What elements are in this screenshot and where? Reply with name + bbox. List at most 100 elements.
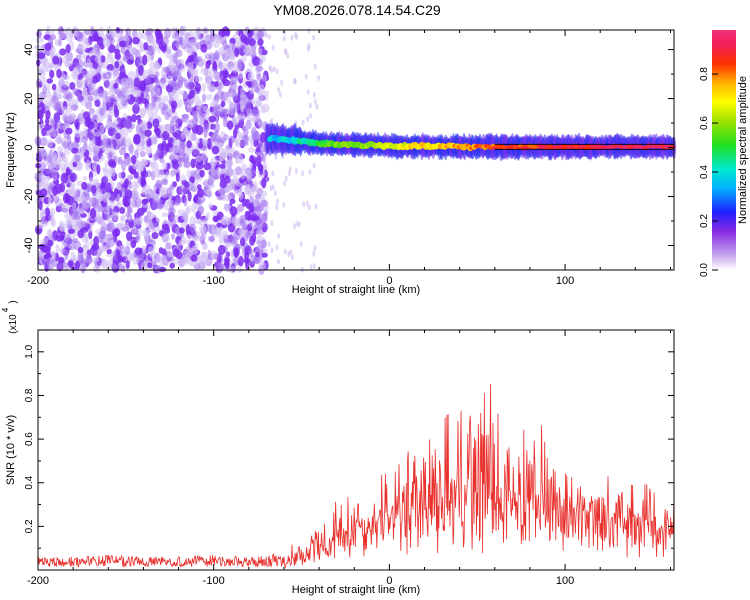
noise-cell bbox=[35, 175, 44, 181]
noise-cell bbox=[114, 52, 121, 60]
noise-cell bbox=[134, 181, 140, 189]
noise-cell bbox=[157, 143, 165, 152]
noise-cell bbox=[76, 31, 83, 43]
noise-cell bbox=[81, 181, 88, 190]
noise-cell bbox=[168, 154, 177, 161]
colorbar-tick-label: 0.2 bbox=[699, 214, 710, 228]
noise-cell bbox=[313, 63, 317, 70]
noise-cell bbox=[210, 156, 218, 167]
noise-cell bbox=[293, 223, 297, 230]
noise-cell bbox=[49, 128, 57, 137]
noise-cell bbox=[46, 257, 55, 265]
noise-cell bbox=[264, 94, 269, 102]
noise-cell bbox=[297, 221, 301, 228]
snr-frame bbox=[37, 329, 675, 571]
noise-cell bbox=[199, 35, 208, 47]
noise-cell bbox=[39, 188, 48, 198]
noise-cell bbox=[238, 191, 244, 200]
noise-cell bbox=[50, 215, 55, 226]
figure-title: YM08.2026.078.14.54.C29 bbox=[273, 2, 441, 18]
noise-cell bbox=[155, 264, 161, 274]
snr-scale-prefix: (x10 bbox=[8, 314, 19, 334]
noise-cell bbox=[59, 182, 66, 193]
noise-cell bbox=[199, 60, 205, 68]
noise-cell bbox=[51, 83, 57, 91]
noise-cell bbox=[81, 136, 88, 144]
noise-cell bbox=[238, 227, 245, 236]
noise-cell bbox=[41, 244, 48, 252]
noise-cell bbox=[301, 170, 305, 177]
noise-cell bbox=[88, 108, 95, 115]
noise-cell bbox=[64, 249, 69, 261]
noise-cell bbox=[143, 42, 149, 51]
noise-cell bbox=[171, 233, 176, 240]
noise-cell bbox=[41, 127, 47, 137]
noise-cell bbox=[47, 154, 52, 164]
x-tick-label: 0 bbox=[386, 575, 392, 587]
noise-cell bbox=[147, 103, 153, 111]
noise-cell bbox=[113, 104, 118, 115]
noise-cell bbox=[211, 145, 220, 155]
noise-cell bbox=[98, 234, 104, 244]
noise-cell bbox=[191, 245, 199, 255]
noise-cell bbox=[255, 146, 261, 153]
noise-cell bbox=[107, 159, 116, 167]
noise-cell bbox=[164, 66, 171, 75]
noise-cell bbox=[104, 160, 109, 169]
noise-cell bbox=[119, 207, 126, 214]
noise-cell bbox=[185, 205, 191, 214]
noise-cell bbox=[169, 184, 175, 190]
noise-cell bbox=[125, 260, 130, 270]
noise-cell bbox=[145, 189, 152, 200]
noise-cell bbox=[127, 174, 134, 181]
noise-cell bbox=[201, 112, 210, 119]
noise-cell bbox=[162, 234, 170, 243]
noise-cell bbox=[125, 39, 130, 48]
noise-cell bbox=[235, 138, 242, 148]
noise-cell bbox=[189, 170, 196, 176]
noise-cell bbox=[157, 203, 164, 210]
noise-cell bbox=[283, 180, 287, 187]
noise-cell bbox=[87, 95, 93, 102]
noise-cell bbox=[203, 178, 208, 188]
noise-cell bbox=[100, 181, 106, 189]
x-tick-label: -100 bbox=[203, 575, 225, 587]
noise-cell bbox=[42, 85, 47, 95]
noise-cell bbox=[80, 264, 86, 274]
noise-cell bbox=[238, 255, 244, 267]
noise-cell bbox=[89, 196, 97, 208]
noise-cell bbox=[51, 95, 59, 105]
noise-cell bbox=[85, 42, 91, 49]
noise-cell bbox=[222, 79, 231, 87]
noise-cell bbox=[200, 43, 208, 53]
noise-cell bbox=[75, 260, 81, 271]
noise-cell bbox=[314, 203, 318, 210]
noise-cell bbox=[257, 38, 264, 47]
noise-cell bbox=[188, 73, 194, 84]
noise-cell bbox=[261, 74, 268, 82]
snr-y-ticks: 0.2 0.4 0.6 0.8 1.0 bbox=[24, 344, 674, 549]
noise-cell bbox=[248, 221, 253, 227]
noise-cell bbox=[291, 254, 294, 261]
noise-cell bbox=[195, 162, 204, 170]
noise-cell bbox=[198, 115, 203, 126]
noise-cell bbox=[224, 257, 230, 264]
noise-cell bbox=[217, 244, 226, 255]
noise-cell bbox=[146, 68, 152, 76]
noise-cell bbox=[38, 181, 47, 188]
noise-cell bbox=[124, 119, 132, 130]
noise-cell bbox=[201, 152, 208, 162]
noise-cell bbox=[92, 47, 99, 56]
noise-cell bbox=[277, 233, 281, 239]
noise-cell bbox=[270, 247, 274, 254]
noise-cell bbox=[183, 197, 188, 207]
noise-cell bbox=[247, 135, 254, 143]
noise-cell bbox=[69, 82, 76, 90]
noise-cell bbox=[107, 151, 113, 162]
noise-cell bbox=[258, 58, 263, 65]
noise-cell bbox=[89, 176, 95, 187]
noise-cell bbox=[253, 206, 258, 215]
noise-cell bbox=[39, 137, 48, 147]
noise-cell bbox=[60, 84, 68, 95]
noise-cell bbox=[255, 229, 263, 237]
